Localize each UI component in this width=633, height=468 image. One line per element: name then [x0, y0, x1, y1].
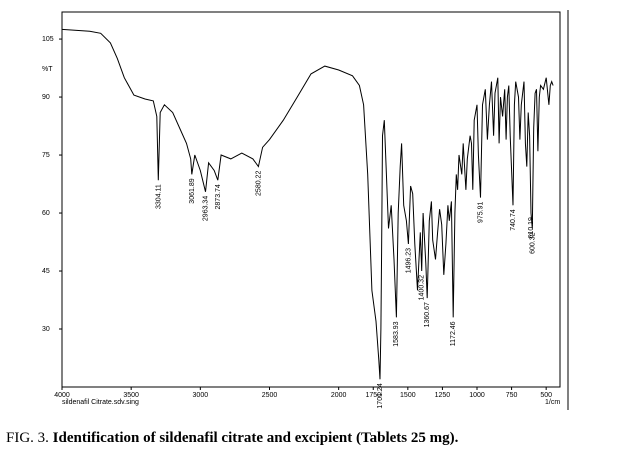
caption: FIG. 3. Identification of sildenafil cit… [6, 430, 459, 446]
y-tick-label: 75 [42, 152, 50, 159]
peak-label: 2963.34 [202, 196, 209, 221]
x-tick-label: 2500 [262, 392, 278, 399]
peak-label: 3061.89 [189, 178, 196, 203]
x-tick-label: 1500 [400, 392, 416, 399]
peak-label: 2873.74 [215, 184, 222, 209]
caption-prefix: FIG. 3. [6, 430, 49, 446]
x-axis-label: 1/cm [545, 399, 560, 406]
x-tick-label: 3500 [123, 392, 139, 399]
peak-label: 1360.67 [424, 302, 431, 327]
peak-label: 1583.93 [393, 321, 400, 346]
peak-label: 3304.11 [155, 184, 162, 209]
x-tick-label: 1000 [469, 392, 485, 399]
plot-frame [61, 11, 561, 388]
x-tick-label: 1750 [365, 392, 381, 399]
peak-label: 2580.22 [255, 171, 262, 196]
x-tick-label: 2000 [331, 392, 347, 399]
y-tick-label: 90 [42, 94, 50, 101]
y-tick-label: 30 [42, 326, 50, 333]
peak-label: 1496.23 [405, 248, 412, 273]
peak-label: 1400.32 [419, 275, 426, 300]
x-tick-label: 500 [540, 392, 552, 399]
x-tick-label: 3000 [193, 392, 209, 399]
peak-label: 975.91 [477, 201, 484, 223]
peak-label: 740.74 [510, 209, 517, 231]
x-tick-label: 750 [506, 392, 518, 399]
x-tick-label: 4000 [54, 392, 70, 399]
y-tick-label: 45 [42, 268, 50, 275]
y-axis-label: %T [42, 66, 53, 73]
y-tick-label: 60 [42, 210, 50, 217]
peak-label: 600.32 [529, 232, 536, 254]
spectrum-line [61, 28, 554, 380]
x-tick-label: 1250 [435, 392, 451, 399]
y-tick-label: 105 [42, 36, 54, 43]
peak-label: 610.19 [528, 217, 535, 239]
caption-text: Identification of sildenafil citrate and… [53, 430, 459, 446]
peak-label: 1172.46 [450, 321, 457, 346]
sample-label: sildenafil Citrate.sdv.sing [62, 399, 139, 406]
peak-label: 1701.24 [377, 383, 384, 408]
